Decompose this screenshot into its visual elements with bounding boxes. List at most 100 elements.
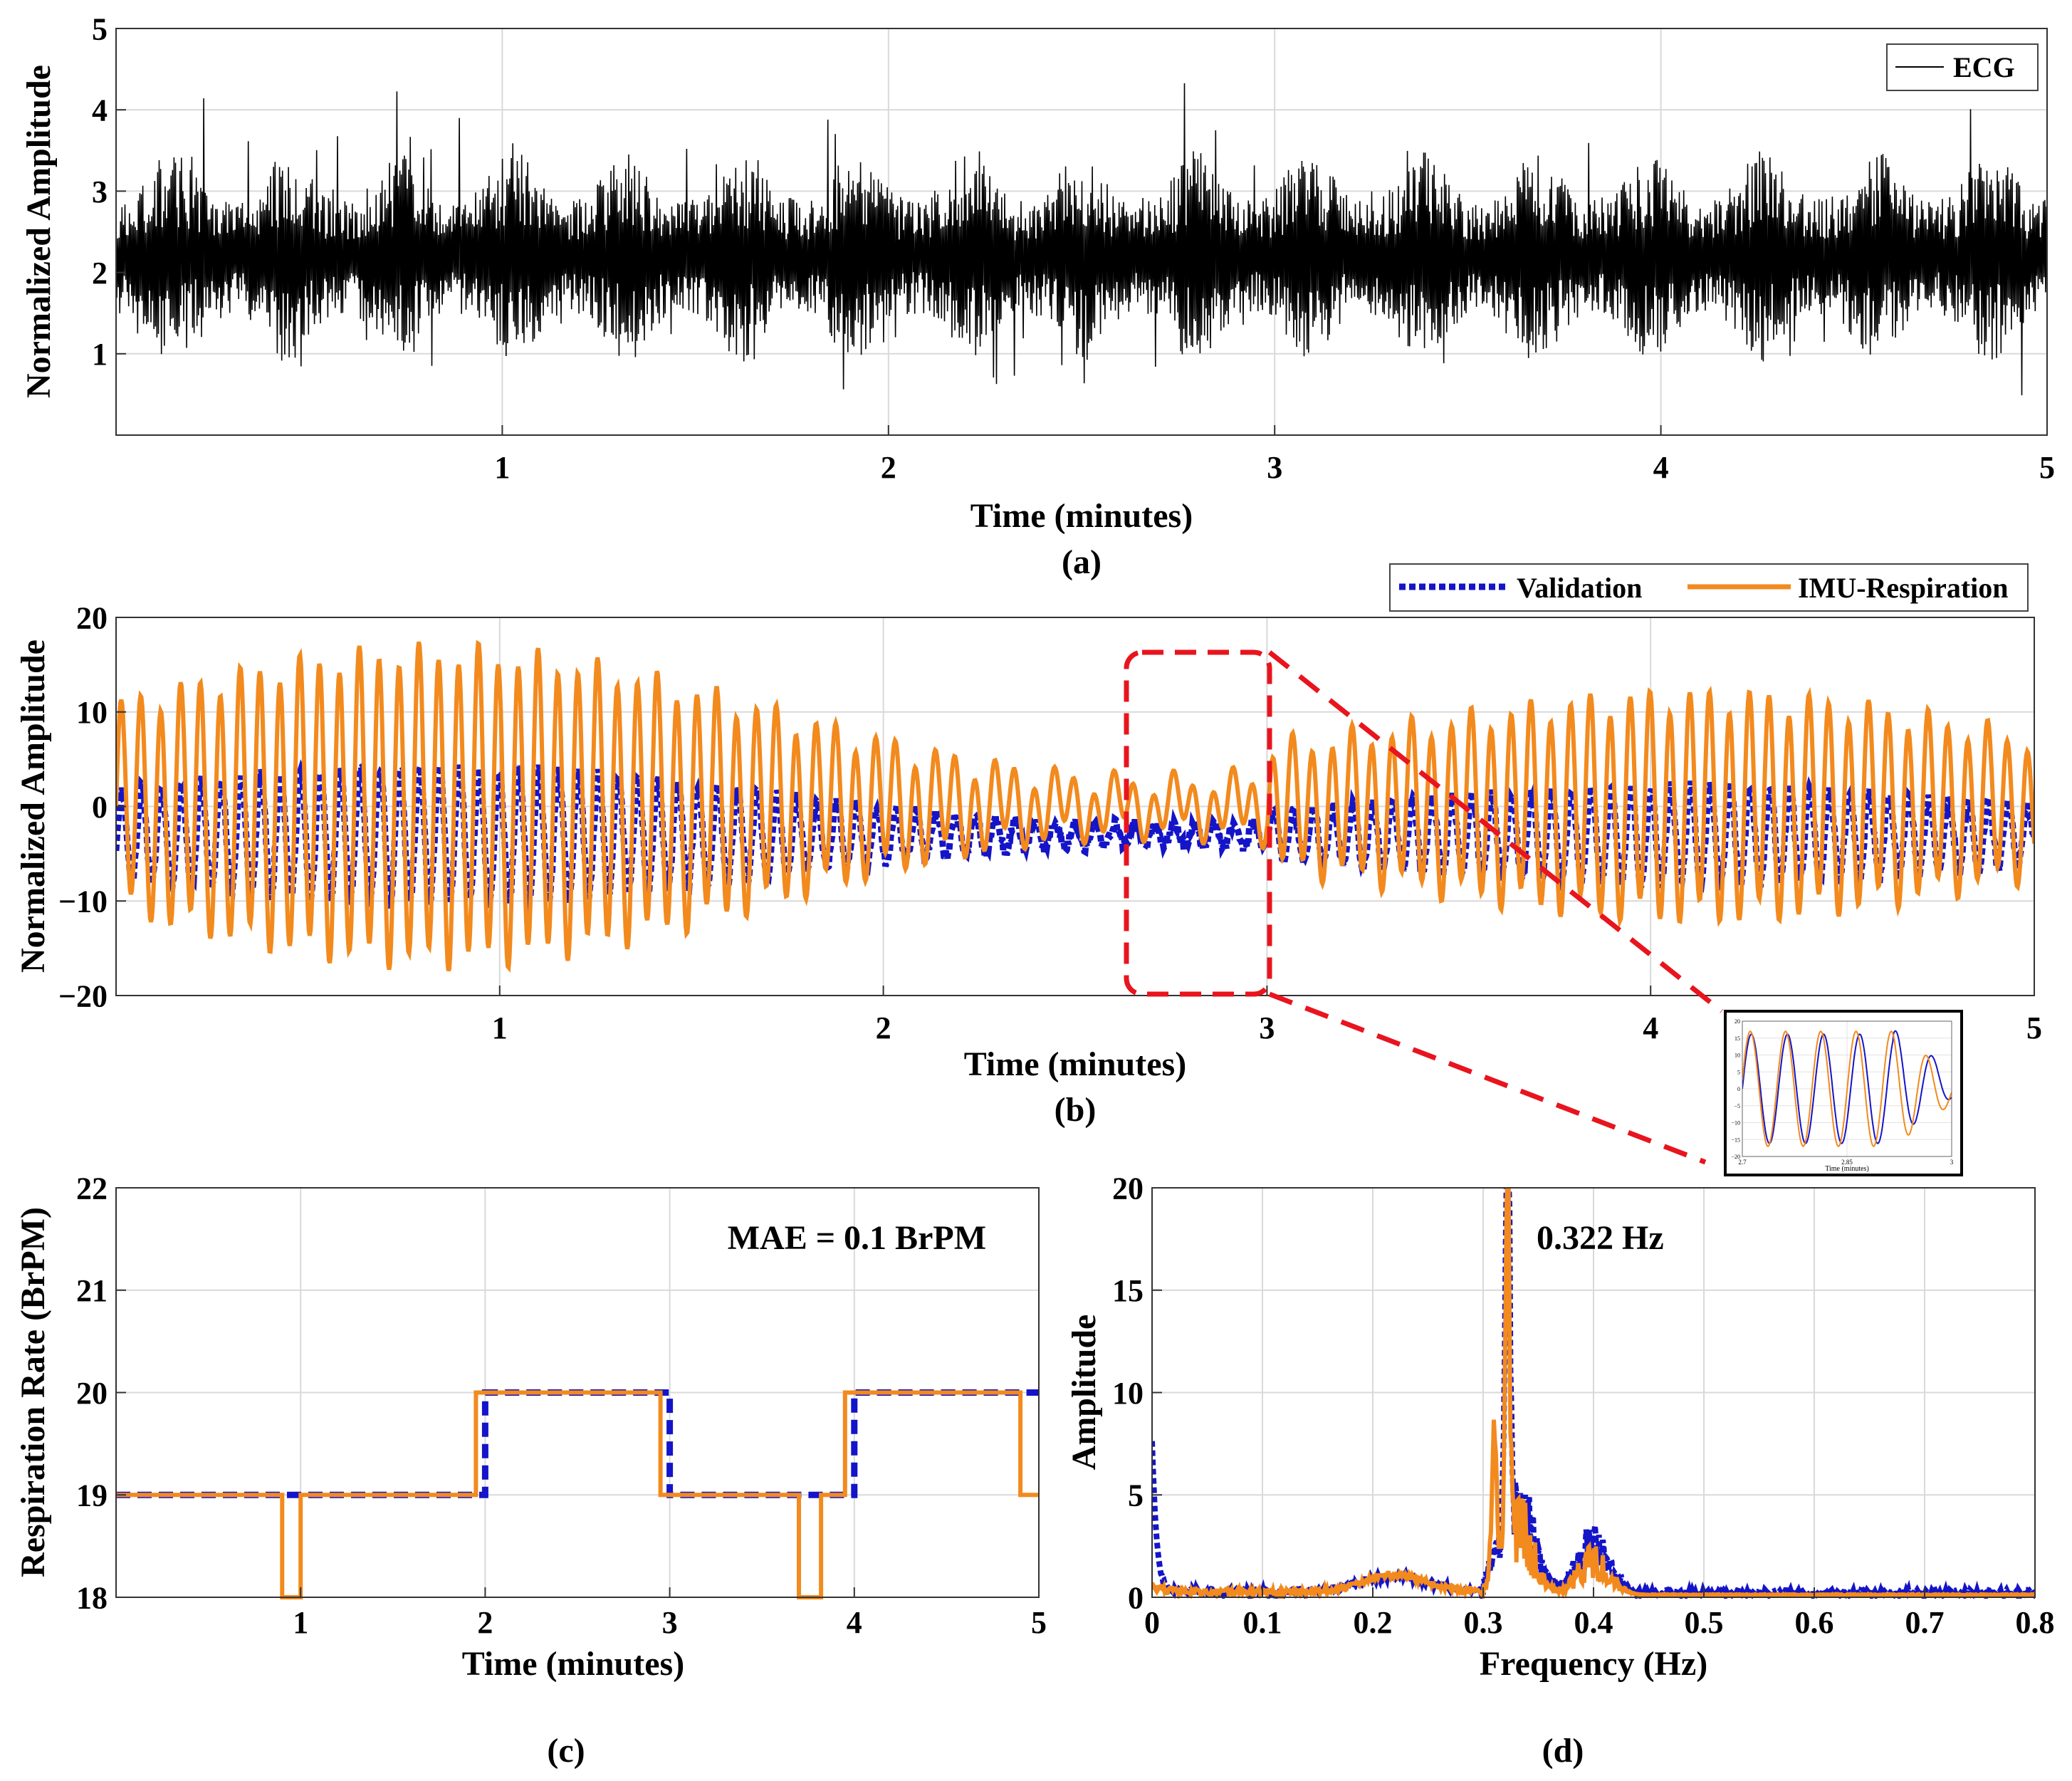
- x-tick-label: 3: [1259, 1010, 1275, 1045]
- x-tick-label: 2: [876, 1010, 891, 1045]
- x-tick-label: 5: [2039, 450, 2055, 485]
- panel-b-x-axis-label: Time (minutes): [964, 1045, 1186, 1083]
- ecg-series-line: [115, 83, 2048, 396]
- y-tick-label: 3: [92, 174, 108, 209]
- panel-a-ecg-chart: 1 2 3 4 5 1 2 3 4 5 ECG Time (minutes) Normalize…: [20, 11, 2055, 581]
- x-tick-label: 0.7: [1905, 1605, 1945, 1640]
- x-tick-label: 5: [2026, 1010, 2042, 1045]
- x-tick-label: 4: [1643, 1010, 1658, 1045]
- panel-c-rate-chart: 1 2 3 4 5 18 19 20 21 22 MAE = 0.1 BrPM Time (mi…: [14, 1171, 1047, 1770]
- x-tick-label: 0.5: [1685, 1605, 1724, 1640]
- inset-x-ticks: 2.7 2.85 3: [1738, 1159, 1953, 1166]
- inset-series: [1742, 1030, 1952, 1147]
- x-tick-label: 0.3: [1464, 1605, 1503, 1640]
- y-tick-label: 10: [1112, 1376, 1144, 1411]
- inset-x-tick-label: 3: [1950, 1159, 1954, 1166]
- inset-y-tick-label: −10: [1731, 1120, 1740, 1127]
- y-tick-label: 18: [76, 1580, 108, 1615]
- inset-y-tick-label: 0: [1737, 1086, 1740, 1092]
- inset-x-axis-label: Time (minutes): [1825, 1165, 1869, 1173]
- x-tick-label: 0: [1144, 1605, 1160, 1640]
- y-tick-label: 20: [1112, 1171, 1144, 1206]
- inset-y-tick-label: −20: [1731, 1154, 1740, 1160]
- x-tick-label: 3: [1267, 450, 1282, 485]
- y-tick-label: 2: [92, 256, 108, 291]
- y-tick-label: 10: [76, 695, 108, 730]
- legend-label-imu-respiration: IMU-Respiration: [1798, 572, 2009, 604]
- x-tick-label: 2: [477, 1605, 493, 1640]
- y-tick-label: 19: [76, 1478, 108, 1513]
- panel-b-x-ticks: 1 2 3 4 5: [492, 986, 2042, 1045]
- panel-d-x-axis-label: Frequency (Hz): [1480, 1645, 1707, 1683]
- x-tick-label: 0.6: [1795, 1605, 1834, 1640]
- zoom-region-box: [1124, 649, 1272, 997]
- panel-c-x-ticks: 1 2 3 4 5: [293, 1587, 1047, 1640]
- inset-y-tick-label: −5: [1734, 1103, 1740, 1109]
- x-tick-label: 0.1: [1243, 1605, 1282, 1640]
- x-tick-label: 3: [662, 1605, 678, 1640]
- panel-b-legend: Validation IMU-Respiration: [1389, 563, 2029, 612]
- panel-c-mae-annotation: MAE = 0.1 BrPM: [728, 1219, 986, 1257]
- inset-y-tick-label: 5: [1737, 1069, 1740, 1075]
- inset-imu-respiration-line: [1742, 1030, 1952, 1147]
- imu-respiration-series-line: [116, 639, 2034, 973]
- inset-validation-line: [1742, 1030, 1952, 1144]
- panel-c-x-axis-label: Time (minutes): [462, 1645, 684, 1683]
- panel-a-caption: (a): [1062, 543, 1102, 581]
- y-tick-label: 5: [92, 11, 108, 46]
- panel-d-caption: (d): [1542, 1732, 1584, 1770]
- inset-y-tick-label: −15: [1731, 1137, 1740, 1143]
- y-tick-label: 0: [1128, 1580, 1144, 1615]
- imu-respiration-spectrum-line: [1152, 1188, 2035, 1599]
- x-tick-label: 0.4: [1574, 1605, 1613, 1640]
- panel-d-spectrum-chart: 0 0.1 0.2 0.3 0.4 0.5 0.6 0.7 0.8 0 5 10 15 20 0.322…: [1065, 1171, 2055, 1770]
- panel-d-x-ticks: 0 0.1 0.2 0.3 0.4 0.5 0.6 0.7 0.8: [1144, 1587, 2055, 1640]
- panel-c-y-axis-label: Respiration Rate (BrPM): [14, 1207, 52, 1577]
- y-tick-label: −20: [58, 978, 108, 1013]
- y-tick-label: 22: [76, 1171, 108, 1206]
- y-tick-label: 21: [76, 1273, 108, 1308]
- legend-label-ecg: ECG: [1953, 51, 2015, 83]
- inset-y-tick-label: 20: [1734, 1018, 1740, 1025]
- x-tick-label: 4: [1653, 450, 1669, 485]
- panel-b-caption: (b): [1055, 1091, 1097, 1129]
- inset-axes-box: [1742, 1020, 1952, 1157]
- y-tick-label: 20: [76, 1376, 108, 1411]
- panel-b-y-ticks: −20 −10 0 10 20: [58, 600, 126, 1013]
- panel-b-zoom-inset: 2.7 2.85 3 20 15 10 5 0 −5 −10 −15 −20 Time (minut…: [1724, 1010, 1963, 1176]
- y-tick-label: 4: [92, 93, 108, 128]
- zoom-leader-line-bottom: [1268, 991, 1707, 1165]
- x-tick-label: 1: [492, 1010, 508, 1045]
- x-tick-label: 2: [881, 450, 896, 485]
- x-tick-label: 0.8: [2016, 1605, 2055, 1640]
- panel-d-y-axis-label: Amplitude: [1065, 1315, 1103, 1471]
- panel-a-ecg-series: [115, 83, 2048, 396]
- inset-frame: [1724, 1010, 1963, 1176]
- y-tick-label: 1: [92, 337, 108, 372]
- inset-y-ticks: 20 15 10 5 0 −5 −10 −15 −20: [1731, 1018, 1740, 1160]
- y-tick-label: 15: [1112, 1273, 1144, 1308]
- panel-d-y-ticks: 0 5 10 15 20: [1112, 1171, 1162, 1615]
- panel-a-x-axis-label: Time (minutes): [970, 497, 1193, 535]
- legend-box: [1886, 43, 2039, 91]
- panel-a-legend: ECG: [1886, 43, 2039, 91]
- y-tick-label: 0: [92, 790, 108, 825]
- panel-b-respiration-chart: 1 2 3 4 5 −20 −10 0 10 20 Validation IMU-Respira…: [14, 563, 2042, 1165]
- panel-d-series: [1152, 1188, 2035, 1599]
- inset-y-tick-label: 15: [1734, 1035, 1740, 1042]
- x-tick-label: 0.2: [1354, 1605, 1393, 1640]
- zoom-leader-line-top: [1267, 650, 1724, 1013]
- panel-a-y-axis-label: Normalized Amplitude: [20, 65, 58, 398]
- panel-a-y-ticks: 1 2 3 4 5: [92, 11, 126, 372]
- legend-label-validation: Validation: [1517, 572, 1642, 604]
- y-tick-label: 20: [76, 600, 108, 635]
- x-tick-label: 1: [494, 450, 510, 485]
- y-tick-label: −10: [58, 884, 108, 919]
- panel-b-y-axis-label: Normalized Amplitude: [14, 639, 52, 973]
- x-tick-label: 5: [1031, 1605, 1047, 1640]
- panel-b-series: [116, 639, 2034, 973]
- panel-a-axes-box: [115, 28, 2048, 436]
- panel-c-y-ticks: 18 19 20 21 22: [76, 1171, 126, 1615]
- x-tick-label: 4: [847, 1605, 862, 1640]
